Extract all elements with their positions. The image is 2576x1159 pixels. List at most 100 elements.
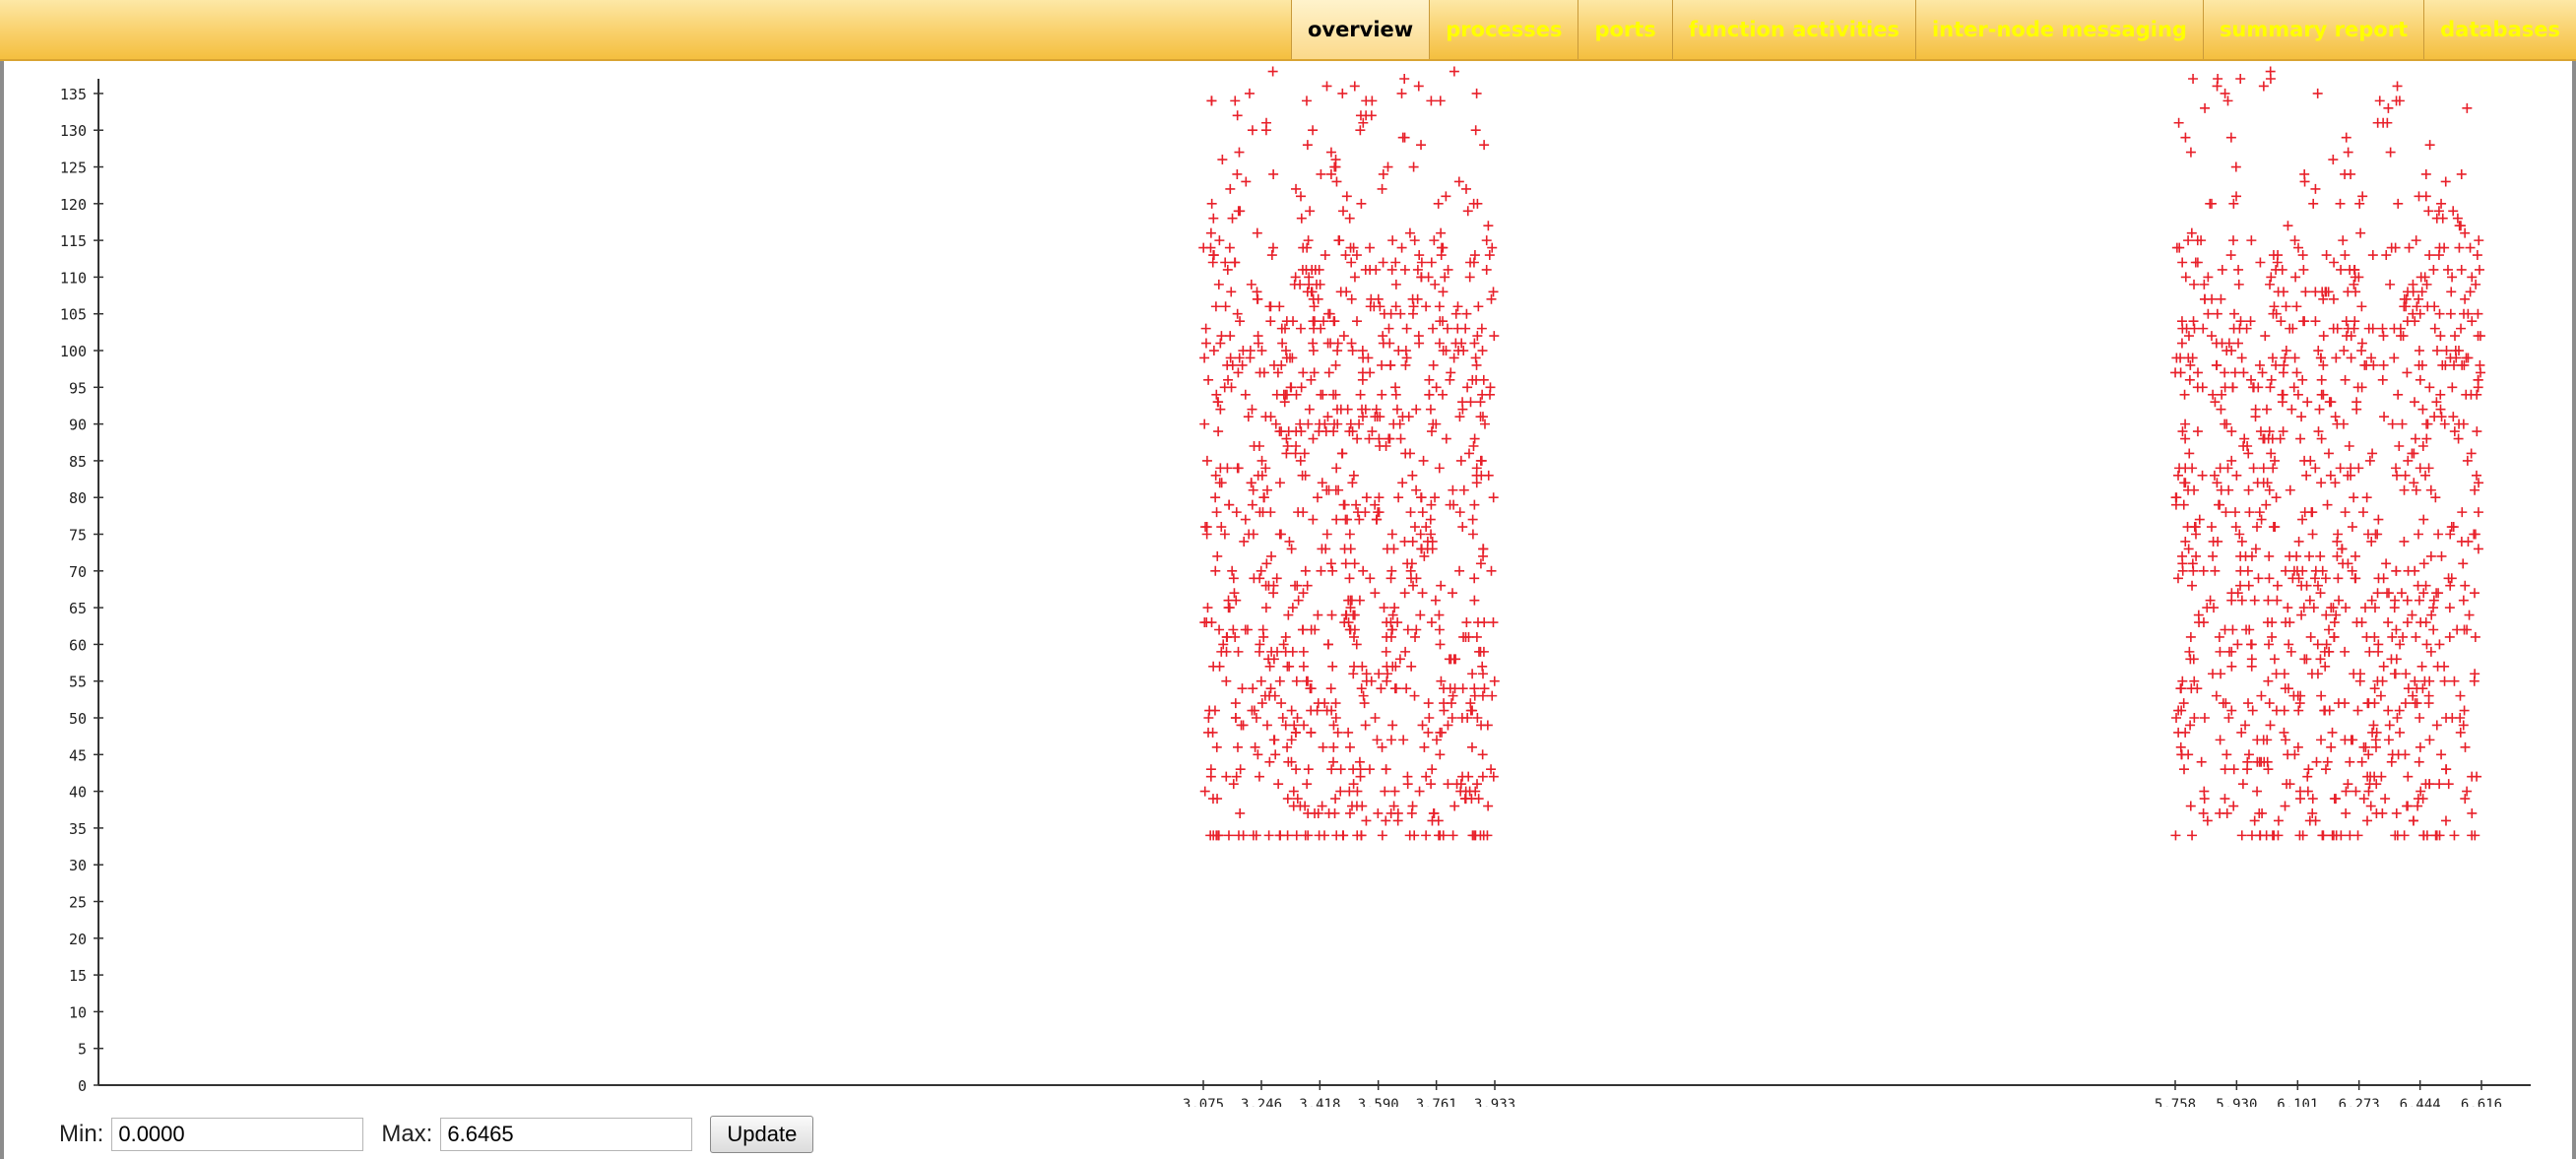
data-point	[2252, 522, 2263, 533]
data-point	[1351, 499, 1362, 510]
tab-ports[interactable]: ports	[1578, 0, 1671, 59]
data-point	[1280, 646, 1291, 657]
data-point	[1211, 741, 1222, 752]
update-button[interactable]: Update	[710, 1116, 814, 1153]
data-point	[1370, 713, 1381, 724]
data-point	[2279, 359, 2289, 370]
data-point	[2180, 727, 2191, 738]
data-point	[1475, 830, 1486, 841]
data-point	[1390, 389, 1401, 400]
data-point	[2226, 346, 2237, 356]
data-point	[2262, 617, 2273, 628]
data-point	[1354, 419, 1365, 429]
data-point	[1285, 353, 1296, 363]
data-point	[2194, 514, 2205, 525]
data-point	[2316, 478, 2327, 488]
data-point	[2389, 669, 2400, 679]
data-point	[2422, 301, 2433, 312]
data-point	[2459, 308, 2470, 319]
data-point	[2176, 316, 2187, 327]
data-point	[1256, 565, 1266, 576]
data-point	[2264, 639, 2275, 650]
data-point	[1365, 242, 1376, 253]
data-point	[1342, 404, 1353, 415]
data-point	[1473, 301, 1484, 312]
data-point	[1477, 690, 1488, 701]
data-point	[2391, 565, 2402, 576]
data-point	[1265, 301, 1276, 312]
data-point	[1411, 624, 1422, 635]
data-point	[2440, 359, 2451, 370]
data-point	[1458, 346, 1469, 356]
data-point	[1298, 507, 1309, 518]
data-point	[1335, 786, 1346, 797]
tab-function-activities[interactable]: function activities	[1671, 0, 1915, 59]
x-tick-label: 6,101	[2277, 1097, 2318, 1107]
tab-overview[interactable]: overview	[1290, 0, 1430, 59]
y-tick-label: 110	[60, 269, 87, 287]
data-point	[1325, 147, 1336, 158]
data-point	[1457, 522, 1468, 533]
data-point	[1371, 404, 1382, 415]
data-point	[2187, 830, 2198, 841]
data-point	[1306, 727, 1317, 738]
data-point	[2298, 264, 2309, 275]
data-point	[2243, 749, 2254, 760]
data-point	[1467, 514, 1478, 525]
data-point	[1280, 323, 1290, 334]
data-point	[1421, 771, 1432, 782]
data-point	[2474, 264, 2484, 275]
data-point	[1235, 807, 1246, 818]
data-point	[1384, 433, 1394, 444]
tab-summary-report[interactable]: summary report	[2202, 0, 2423, 59]
data-point	[1264, 661, 1275, 672]
data-point	[1352, 433, 1363, 444]
data-point	[1435, 96, 1446, 106]
data-point	[1301, 96, 1312, 106]
data-point	[2254, 507, 2265, 518]
data-point	[2306, 669, 2317, 679]
data-point	[1438, 346, 1449, 356]
data-point	[1291, 389, 1302, 400]
data-point	[1296, 382, 1307, 393]
y-tick-label: 10	[69, 1003, 87, 1021]
data-point	[2433, 588, 2444, 599]
data-point	[1438, 287, 1449, 297]
data-point	[2305, 631, 2316, 642]
max-input[interactable]	[440, 1118, 693, 1151]
data-point	[2345, 756, 2355, 767]
data-point	[1462, 713, 1473, 724]
data-point	[2226, 455, 2237, 466]
data-point	[2176, 338, 2187, 349]
tab-processes[interactable]: processes	[1429, 0, 1578, 59]
data-point	[1381, 815, 1391, 826]
data-point	[2413, 801, 2423, 811]
y-axis-ticks: 0 5 10 15 20 25 30 35 40 45 50 55 60 65 70 75 80 85 90 95 10…	[60, 86, 103, 1095]
data-point	[1303, 764, 1314, 775]
data-point	[2286, 646, 2296, 657]
data-point	[1435, 639, 1446, 650]
data-point	[2264, 573, 2275, 584]
data-point	[1358, 565, 1369, 576]
tab-databases[interactable]: databases	[2423, 0, 2576, 59]
data-point	[1418, 455, 1429, 466]
data-point	[2311, 756, 2322, 767]
data-point	[1486, 293, 1497, 304]
data-point	[2285, 484, 2295, 495]
data-point	[1382, 544, 1392, 554]
data-point	[2281, 617, 2291, 628]
data-point	[1471, 470, 1482, 481]
data-point	[1223, 595, 1234, 606]
x-tick-label: 3,246	[1241, 1097, 1282, 1107]
tab-inter-node-messaging[interactable]: inter-node messaging	[1914, 0, 2203, 59]
data-point	[1241, 176, 1252, 187]
data-point	[2407, 610, 2417, 620]
data-point	[1406, 661, 1417, 672]
data-point	[1313, 807, 1323, 818]
data-point	[1365, 764, 1375, 775]
data-point	[2446, 287, 2457, 297]
data-point	[1266, 250, 1277, 261]
data-point	[1347, 426, 1358, 437]
min-input[interactable]	[111, 1118, 364, 1151]
data-point	[2321, 610, 2332, 620]
